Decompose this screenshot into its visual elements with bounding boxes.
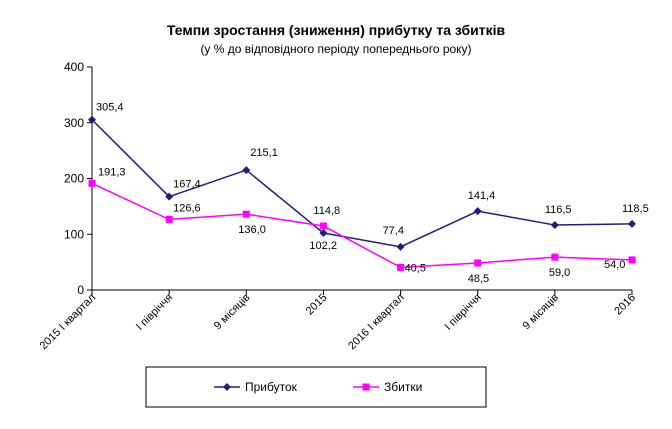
series-line-0 <box>91 119 633 248</box>
legend: Прибуток Збитки <box>145 366 487 408</box>
y-tick-label: 400 <box>64 60 84 74</box>
data-point-marker <box>628 219 636 228</box>
chart-axes: 0 100 200 300 400 <box>64 60 633 297</box>
data-label: 215,1 <box>250 147 278 159</box>
chart-subtitle: (у % до відповідного періоду попередньог… <box>200 42 472 56</box>
y-tick-label: 100 <box>64 227 84 241</box>
data-point-marker <box>88 179 96 187</box>
data-label: 305,4 <box>96 102 124 114</box>
x-tick-label: 9 місяців <box>212 292 253 333</box>
data-point-marker <box>550 221 559 230</box>
data-label: 136,0 <box>238 224 266 236</box>
data-point-marker <box>165 215 173 223</box>
data-point-marker <box>628 256 636 264</box>
legend-marker <box>362 383 370 391</box>
data-point-marker <box>473 207 482 216</box>
data-point-marker <box>396 242 405 251</box>
x-tick-label: І півріччя <box>134 292 175 333</box>
y-tick-label: 0 <box>77 283 84 297</box>
y-tick-label: 300 <box>64 116 84 130</box>
legend-marker <box>223 383 231 391</box>
legend-label: Збитки <box>384 380 422 394</box>
data-labels: 305,4 167,4 215,1 102,2 77,4 141,4 116,5 118,5 1… <box>96 102 649 285</box>
data-point-marker <box>242 210 250 218</box>
x-tick-label: І півріччя <box>443 292 484 333</box>
data-label: 116,5 <box>545 204 572 216</box>
x-tick-label: 2016 І квартал <box>346 292 407 353</box>
x-tick-label: 2015 І квартал <box>38 292 99 353</box>
data-label: 141,4 <box>468 190 496 202</box>
legend-label: Прибуток <box>245 380 298 394</box>
chart-title: Темпи зростання (зниження) прибутку та з… <box>166 22 506 38</box>
data-label: 126,6 <box>173 202 201 214</box>
series-group <box>88 115 636 271</box>
legend-box <box>145 366 487 408</box>
data-label: 59,0 <box>549 267 570 279</box>
y-tick-label: 200 <box>64 172 84 186</box>
data-point-marker <box>474 259 482 267</box>
data-label: 102,2 <box>309 240 337 252</box>
data-point-marker <box>165 192 174 201</box>
data-point-marker <box>319 222 327 230</box>
data-point-marker <box>319 229 328 238</box>
data-point-marker <box>397 263 405 271</box>
x-tick-label: 9 місяців <box>521 292 562 333</box>
data-label: 114,8 <box>313 205 340 217</box>
data-point-marker <box>242 166 251 175</box>
data-label: 118,5 <box>622 203 649 215</box>
data-point-marker <box>551 253 559 261</box>
data-point-marker <box>88 115 96 124</box>
data-label: 40,5 <box>405 262 426 274</box>
series-line-1 <box>91 182 633 269</box>
data-label: 77,4 <box>383 225 404 237</box>
x-tick-labels: 2015 І квартал І півріччя 9 місяців 2015 201… <box>38 292 639 353</box>
data-label: 191,3 <box>98 166 126 178</box>
data-label: 167,4 <box>173 179 201 191</box>
x-tick-label: 2015 <box>304 292 330 318</box>
data-label: 48,5 <box>468 273 489 285</box>
x-tick-label: 2016 <box>612 292 638 318</box>
data-label: 54,0 <box>604 259 625 271</box>
